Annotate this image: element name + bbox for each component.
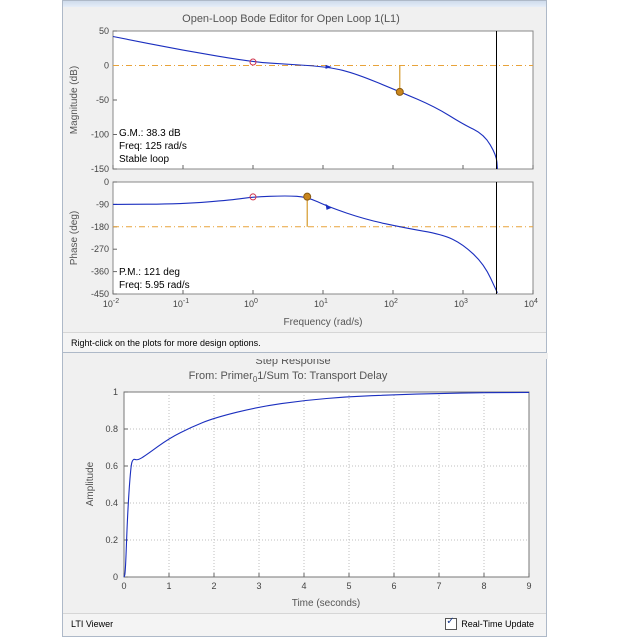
gm-annotation-line1: G.M.: 38.3 dB bbox=[119, 128, 181, 139]
step-plot[interactable]: Step Response From: Primer01/Sum To: Tra… bbox=[63, 353, 548, 615]
magnitude-direction-marker bbox=[325, 64, 332, 69]
magnitude-curve[interactable] bbox=[112, 35, 498, 170]
phase-ytick-label: 0 bbox=[104, 177, 109, 187]
magnitude-ytick-label: -50 bbox=[96, 95, 109, 105]
step-ylabel: Amplitude bbox=[85, 461, 96, 506]
magnitude-pole-marker[interactable] bbox=[249, 58, 257, 66]
window-frame bbox=[63, 1, 546, 7]
step-xtick-label: 6 bbox=[391, 581, 396, 591]
frequency-xtick-label: 10-2 bbox=[103, 298, 119, 309]
frequency-xtick-label: 10-1 bbox=[173, 298, 189, 309]
magnitude-ytick-label: -100 bbox=[91, 130, 109, 140]
step-ytick-label: 0.8 bbox=[105, 424, 118, 434]
title-clip-mask bbox=[63, 353, 548, 359]
magnitude-axes[interactable] bbox=[112, 30, 534, 170]
pm-annotation-line1: P.M.: 121 deg bbox=[119, 267, 180, 278]
step-xtick-label: 0 bbox=[121, 581, 126, 591]
bode-plot[interactable]: Open-Loop Bode Editor for Open Loop 1(L1… bbox=[63, 1, 548, 331]
step-ytick-label: 0.2 bbox=[105, 535, 118, 545]
phase-ytick-label: -180 bbox=[91, 222, 109, 232]
phase-ytick-label: -90 bbox=[96, 199, 109, 209]
frequency-xtick-label: 102 bbox=[384, 298, 398, 309]
step-axes[interactable] bbox=[123, 391, 530, 578]
step-xtick-label: 1 bbox=[166, 581, 171, 591]
frequency-xlabel: Frequency (rad/s) bbox=[284, 317, 363, 328]
frequency-xtick-label: 100 bbox=[244, 298, 258, 309]
step-xtick-label: 7 bbox=[436, 581, 441, 591]
frequency-xtick-label: 103 bbox=[454, 298, 468, 309]
phase-margin-dot[interactable] bbox=[303, 192, 312, 201]
realtime-update-label: Real-Time Update bbox=[461, 619, 534, 629]
phase-ytick-label: -360 bbox=[91, 267, 109, 277]
step-ytick-label: 0.6 bbox=[105, 461, 118, 471]
step-ytick-label: 0 bbox=[113, 572, 118, 582]
bode-status-bar: Right-click on the plots for more design… bbox=[63, 332, 546, 355]
phase-curve[interactable] bbox=[112, 195, 498, 294]
bode-status-text: Right-click on the plots for more design… bbox=[71, 338, 261, 348]
step-xtick-label: 4 bbox=[301, 581, 306, 591]
step-ytick-label: 1 bbox=[113, 387, 118, 397]
pm-annotation-line2: Freq: 5.95 rad/s bbox=[119, 280, 190, 291]
step-xlabel: Time (seconds) bbox=[292, 598, 361, 609]
magnitude-ylabel: Magnitude (dB) bbox=[69, 66, 80, 134]
phase-pole-marker[interactable] bbox=[249, 193, 257, 201]
phase-axes[interactable] bbox=[112, 181, 534, 295]
magnitude-ytick-label: 50 bbox=[99, 26, 109, 36]
phase-ylabel: Phase (deg) bbox=[69, 211, 80, 265]
gm-annotation-line2: Freq: 125 rad/s bbox=[119, 141, 187, 152]
bode-title: Open-Loop Bode Editor for Open Loop 1(L1… bbox=[182, 13, 400, 25]
lti-status-bar: LTI Viewer Real-Time Update bbox=[63, 613, 546, 636]
phase-ytick-label: -450 bbox=[91, 289, 109, 299]
phase-ytick-label: -270 bbox=[91, 244, 109, 254]
frequency-xtick-label: 101 bbox=[314, 298, 328, 309]
bode-editor-window: Open-Loop Bode Editor for Open Loop 1(L1… bbox=[62, 0, 547, 356]
gm-annotation-line3: Stable loop bbox=[119, 154, 169, 165]
magnitude-ytick-label: 0 bbox=[104, 61, 109, 71]
lti-viewer-window: Step Response From: Primer01/Sum To: Tra… bbox=[62, 352, 548, 637]
step-ytick-label: 0.4 bbox=[105, 498, 118, 508]
frequency-xtick-label: 104 bbox=[524, 298, 538, 309]
phase-direction-marker bbox=[325, 203, 332, 210]
realtime-update-checkbox[interactable] bbox=[445, 616, 458, 630]
step-subtitle: From: Primer01/Sum To: Transport Delay bbox=[189, 370, 388, 384]
step-xtick-label: 2 bbox=[211, 581, 216, 591]
step-xtick-label: 5 bbox=[346, 581, 351, 591]
step-xtick-label: 9 bbox=[526, 581, 531, 591]
step-xtick-label: 3 bbox=[256, 581, 261, 591]
step-xtick-label: 8 bbox=[481, 581, 486, 591]
realtime-update-toggle[interactable]: Real-Time Update bbox=[445, 616, 534, 630]
magnitude-ytick-label: -150 bbox=[91, 164, 109, 174]
lti-status-text: LTI Viewer bbox=[71, 619, 114, 629]
step-response-curve[interactable] bbox=[123, 391, 530, 578]
gain-margin-dot[interactable] bbox=[395, 87, 404, 96]
